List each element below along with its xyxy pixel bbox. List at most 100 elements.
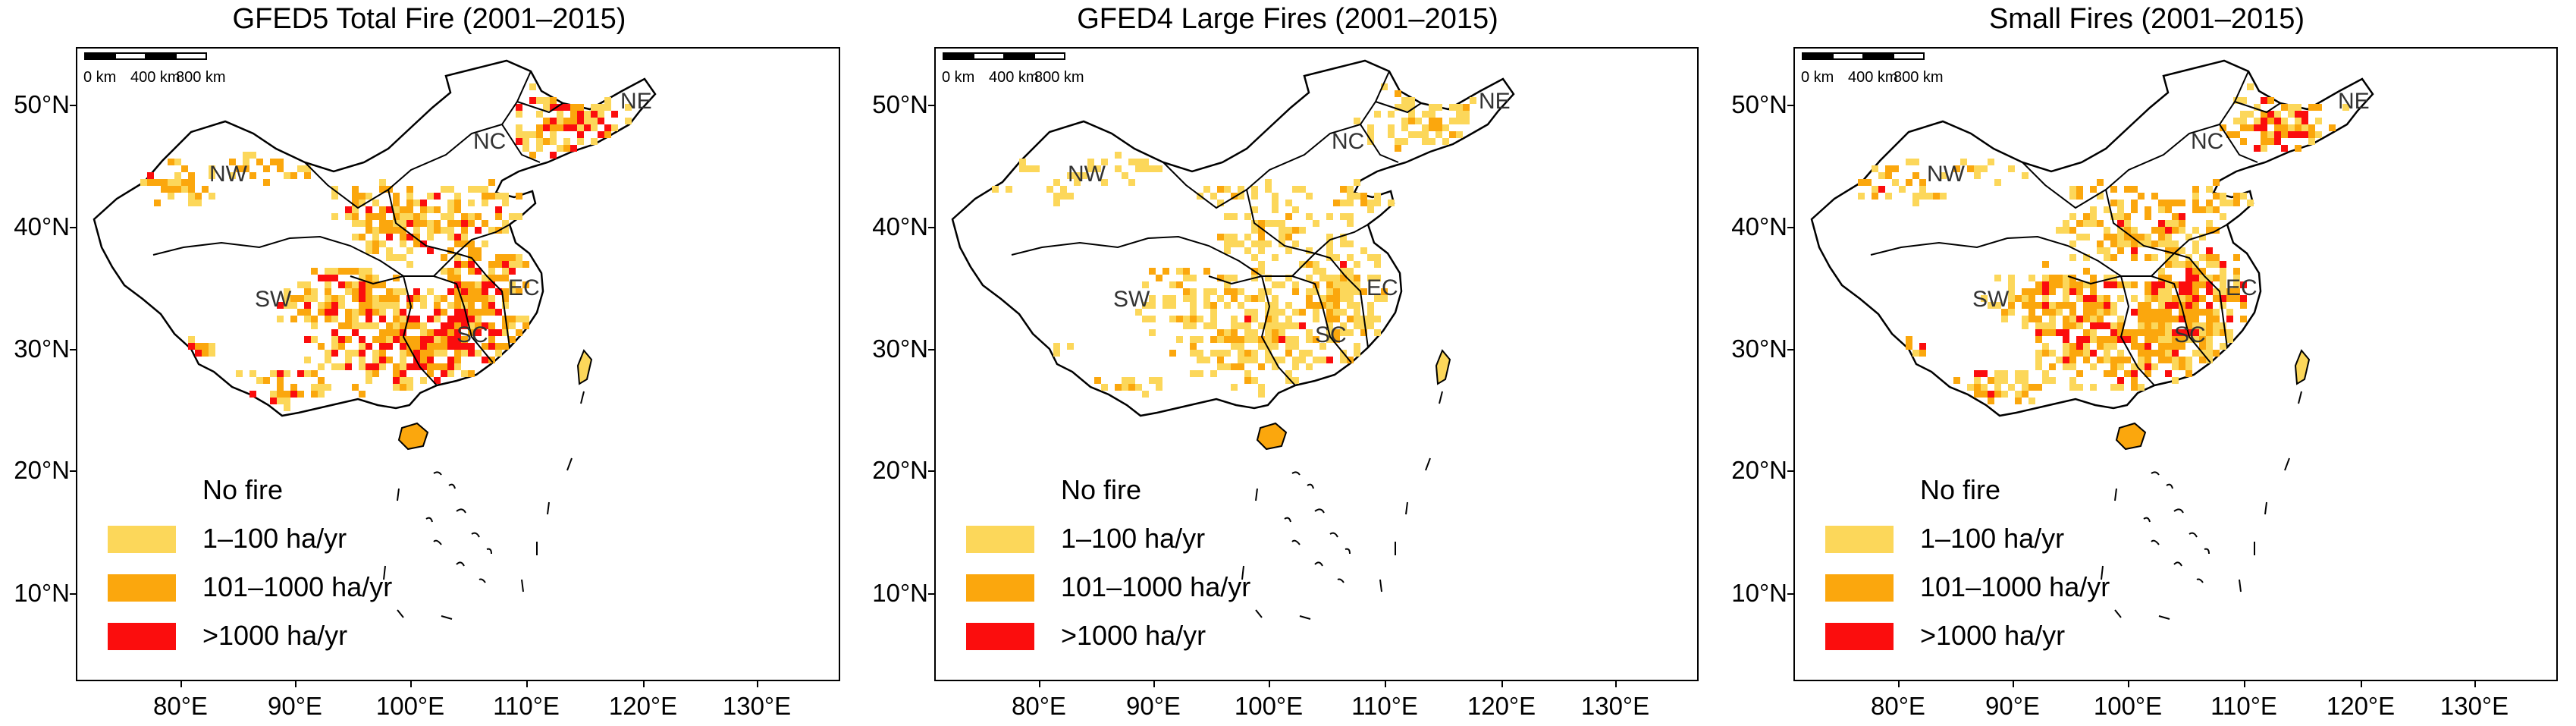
fire-cell-low: [1122, 172, 1128, 179]
fire-cell-low: [1238, 193, 1244, 200]
fire-cell-mid: [2097, 343, 2104, 350]
fire-cell-mid: [2213, 275, 2220, 281]
fire-cell-low: [1374, 275, 1381, 281]
fire-cell-mid: [1906, 343, 1912, 350]
fire-cell-mid: [447, 275, 454, 281]
fire-cell-mid: [2049, 363, 2056, 370]
fire-cell-low: [1067, 193, 1074, 200]
fire-cell-low: [1299, 357, 1306, 363]
fire-cell-low: [1224, 350, 1231, 357]
fire-cell-high: [2206, 302, 2213, 309]
fire-cell-mid: [2035, 316, 2042, 322]
fire-cell-low: [1053, 200, 1060, 206]
fire-cell-high: [447, 357, 454, 363]
fire-cell-low: [1994, 384, 2001, 391]
fire-cell-mid: [154, 200, 161, 206]
fire-cell-mid: [2145, 254, 2151, 261]
fire-cell-low: [1395, 104, 1401, 111]
fire-cell-mid: [352, 186, 359, 193]
fire-cell-mid: [372, 247, 379, 254]
fire-cell-high: [420, 336, 427, 343]
fire-cell-low: [2063, 295, 2069, 302]
fire-cell-mid: [2240, 124, 2247, 131]
fire-cell-mid: [468, 295, 475, 302]
legend-label: >1000 ha/yr: [1920, 620, 2066, 651]
fire-cell-low: [2206, 220, 2213, 227]
fire-cell-mid: [2165, 309, 2172, 316]
fire-cell-mid: [482, 343, 488, 350]
fire-cell-mid: [1272, 336, 1279, 343]
fire-cell-mid: [2145, 213, 2151, 220]
fire-cell-mid: [441, 295, 447, 302]
fire-cell-low: [1367, 124, 1374, 131]
fire-cell-low: [2090, 336, 2097, 343]
fire-cell-low: [1231, 316, 1238, 322]
fire-cell-mid: [2145, 322, 2151, 329]
fire-cell-mid: [2192, 206, 2199, 213]
fire-cell-low: [2165, 240, 2172, 247]
fire-cell-low: [2022, 322, 2028, 329]
fire-cell-mid: [482, 295, 488, 302]
south-sea-dash-7: [397, 609, 404, 618]
fire-cell-low: [1122, 384, 1128, 391]
fire-cell-low: [1033, 165, 1040, 172]
fire-cell-mid: [447, 268, 454, 275]
fire-cell-mid: [454, 302, 461, 309]
fire-cell-mid: [427, 370, 434, 377]
fire-cell-mid: [2083, 329, 2090, 336]
fire-cell-low: [2220, 302, 2226, 309]
south-sea-dash-5: [521, 579, 524, 592]
fire-cell-low: [2240, 111, 2247, 118]
fire-cell-mid: [522, 322, 529, 329]
fire-cell-low: [413, 227, 420, 234]
fire-cell-low: [1347, 295, 1354, 302]
fire-cell-low: [1265, 350, 1272, 357]
fire-cell-high: [529, 97, 536, 104]
fire-cell-mid: [2145, 370, 2151, 377]
fire-cell-low: [325, 295, 331, 302]
fire-cell-low: [1272, 281, 1279, 288]
fire-cell-low: [1367, 316, 1374, 322]
fire-cell-mid: [359, 391, 366, 398]
fire-cell-low: [311, 384, 318, 391]
fire-cell-mid: [345, 336, 352, 343]
fire-cell-high: [386, 206, 393, 213]
fire-cell-mid: [1272, 329, 1279, 336]
fire-cell-mid: [2097, 220, 2104, 227]
fire-cell-low: [1251, 193, 1258, 200]
fire-cell-mid: [2185, 309, 2192, 316]
legend-swatch: [1825, 574, 1894, 602]
fire-cell-low: [2117, 363, 2124, 370]
fire-cell-low: [1912, 159, 1919, 165]
fire-cell-mid: [2069, 309, 2076, 316]
fire-cell-mid: [2138, 329, 2145, 336]
fire-cell-low: [352, 234, 359, 240]
scale-label-800: 800 km: [1894, 69, 1944, 86]
fire-cell-mid: [2138, 234, 2145, 240]
fire-cell-low: [359, 268, 366, 275]
y-tick-label: 10°N: [1731, 579, 1787, 607]
fire-cell-mid: [2151, 329, 2158, 336]
fire-cell-low: [2056, 227, 2063, 234]
fire-cell-low: [1067, 343, 1074, 350]
fire-cell-low: [1265, 220, 1272, 227]
south-sea-islands: [425, 471, 492, 583]
fire-cell-low: [1285, 370, 1292, 377]
fire-cell-mid: [379, 206, 386, 213]
fire-cell-low: [2213, 261, 2220, 268]
fire-cell-low: [482, 200, 488, 206]
fire-cell-high: [2076, 343, 2083, 350]
fire-cell-mid: [359, 309, 366, 316]
fire-cell-low: [427, 234, 434, 240]
fire-cell-high: [2151, 288, 2158, 295]
fire-cell-mid: [2233, 254, 2240, 261]
fire-cell-low: [1142, 316, 1149, 322]
legend-swatch: [108, 574, 176, 602]
fire-cell-mid: [1238, 336, 1244, 343]
fire-cell-low: [1313, 288, 1319, 295]
fire-cell-mid: [2049, 309, 2056, 316]
fire-cell-low: [441, 350, 447, 357]
fire-cell-low: [1265, 240, 1272, 247]
fire-cell-low: [1272, 220, 1279, 227]
fire-cell-mid: [2145, 316, 2151, 322]
